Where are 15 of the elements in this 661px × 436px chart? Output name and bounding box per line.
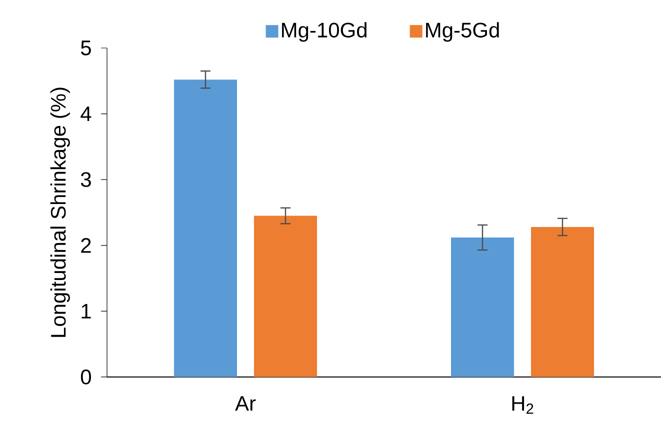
y-tick-label: 1 (82, 304, 91, 318)
bar (530, 226, 594, 377)
bar (451, 237, 514, 377)
y-tick-label: 2 (81, 238, 91, 253)
y-tick-label: 5 (80, 40, 91, 56)
bar (174, 80, 238, 377)
x-tick-label: H$_{2}$ (512, 396, 534, 414)
bar (254, 216, 318, 377)
legend-label: Mg-10Gd (282, 22, 366, 42)
y-tick-label: 0 (80, 370, 91, 384)
x-tick-label: Ar (235, 396, 256, 411)
y-tick-label: 4 (80, 106, 92, 122)
y-tick-label: 3 (80, 172, 91, 188)
y-axis-title: Longitudinal Shrinkage (%) (50, 88, 70, 337)
legend-label: Mg-5Gd (426, 22, 499, 42)
